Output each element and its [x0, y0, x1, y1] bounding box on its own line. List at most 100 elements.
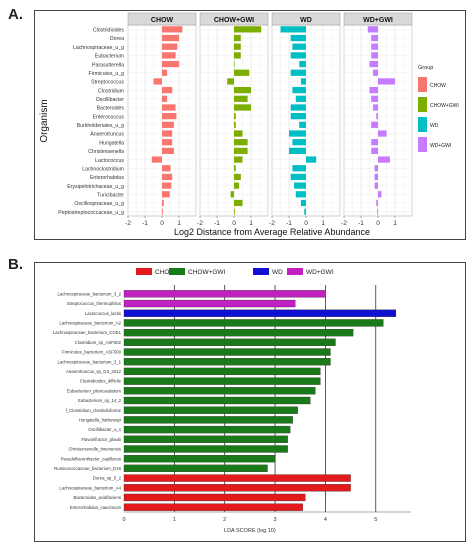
- bar: [371, 121, 378, 128]
- x-axis-label: Log2 Distance from Average Relative Abun…: [174, 227, 370, 237]
- y-tick-label: Peptostreptococcaceae_u_g: [58, 210, 124, 216]
- bar: [374, 182, 378, 189]
- y-tick-label: Anaerotruncus_sp_G3_2012: [66, 369, 122, 374]
- bar: [123, 445, 288, 453]
- bar: [378, 78, 395, 85]
- y-tick-label: Christensenella: [88, 149, 124, 155]
- facet-label: CHOW: [151, 17, 174, 24]
- legend-swatch: [418, 77, 427, 92]
- x-tick-label: 1: [249, 220, 253, 227]
- bar: [234, 147, 248, 155]
- bar: [292, 43, 306, 50]
- bar: [162, 121, 174, 128]
- bar: [123, 435, 288, 443]
- y-tick-label: Christensenella_timonensis: [68, 447, 121, 452]
- legend-swatch: [418, 137, 427, 152]
- bar: [162, 147, 174, 155]
- y-tick-label: Erysipelotrichaceae_u_g: [67, 184, 124, 190]
- bar: [123, 309, 397, 317]
- y-tick-label: Streptococcus_thermophilus: [67, 301, 121, 306]
- x-tick-label: 1: [321, 220, 325, 227]
- bar: [227, 78, 234, 85]
- bar: [234, 52, 241, 59]
- bar: [162, 208, 163, 215]
- bar: [304, 208, 306, 215]
- y-tick-label: Hungatella_hathewayi: [79, 417, 121, 422]
- bar: [376, 113, 378, 120]
- x-tick-label: -2: [197, 220, 203, 227]
- legend-label: CHOW+GWI: [430, 103, 459, 109]
- y-tick-label: Oscillibacter: [96, 97, 125, 103]
- x-tick-label: -1: [358, 220, 364, 227]
- bar: [372, 104, 378, 111]
- bar: [371, 139, 378, 146]
- bar: [162, 60, 179, 68]
- bar: [234, 199, 243, 207]
- y-tick-label: Lachnoclostridium: [82, 166, 124, 172]
- bar: [290, 34, 306, 42]
- y-tick-label: Streptococcus: [91, 80, 124, 86]
- x-tick-label: 1: [173, 517, 176, 523]
- bar: [123, 464, 268, 473]
- bar: [378, 191, 382, 198]
- bar: [234, 173, 241, 181]
- x-tick-label: 5: [374, 517, 377, 523]
- panel-a-frame: Clostridioides Dorea Lachnospiraceae_u_g Eu…: [34, 10, 466, 240]
- bar: [300, 199, 306, 207]
- bar: [162, 113, 177, 120]
- legend-label: CHOW+GWI: [188, 269, 226, 276]
- bar: [162, 182, 172, 189]
- bar: [376, 199, 378, 207]
- bar: [234, 60, 235, 68]
- panel-b-frame: CHOW CHOW+GWI WD WD+GWI Lachnospiraceae_bact…: [34, 262, 466, 542]
- legend-label: WD+GWI: [306, 269, 334, 276]
- legend-label: WD: [430, 123, 439, 129]
- y-tick-label: Flavonifractor_plautii: [81, 437, 121, 442]
- bar: [378, 156, 390, 163]
- bar: [162, 69, 168, 76]
- bar: [162, 86, 173, 94]
- bar: [123, 367, 321, 376]
- panel-b-label: B.: [8, 256, 23, 273]
- facet-label: WD+GWI: [363, 17, 393, 24]
- y-tick-label: Bacteroides_acidifaciens: [73, 495, 121, 500]
- bar: [299, 121, 306, 128]
- y-tick-label: Lachnospiraceae_bacterium_A2: [59, 321, 121, 326]
- y-tick-label: Enterococcus: [93, 114, 125, 120]
- legend-label: WD+GWI: [430, 143, 451, 149]
- bar: [292, 165, 306, 172]
- bar: [123, 484, 351, 492]
- bar: [292, 86, 306, 94]
- chart-b: CHOW CHOW+GWI WD WD+GWI Lachnospiraceae_bact…: [53, 268, 411, 534]
- y-tick-label: Lachnospiraceae_bacterium_A4: [59, 485, 121, 490]
- bar: [162, 43, 178, 50]
- bar: [372, 69, 378, 76]
- y-tick-label: Bacteroides: [97, 106, 125, 112]
- bar: [162, 191, 170, 198]
- x-tick-label: 3: [274, 517, 277, 523]
- facet-label: WD: [300, 17, 312, 24]
- bar: [234, 69, 250, 76]
- y-tick-label: Hungatella: [99, 140, 124, 146]
- bar: [123, 290, 326, 298]
- bar: [123, 387, 316, 395]
- x-tick-label: 1: [393, 220, 397, 227]
- bar: [369, 86, 378, 94]
- bar: [371, 95, 378, 102]
- y-tick-label: Clostridium: [98, 88, 124, 94]
- bar: [123, 425, 291, 434]
- bar: [299, 60, 306, 68]
- bar: [162, 34, 179, 42]
- panel-a-label: A.: [8, 6, 23, 23]
- bar: [374, 173, 378, 181]
- bar: [371, 147, 378, 155]
- bar: [162, 139, 173, 146]
- legend-swatch: [418, 117, 427, 132]
- bar: [374, 165, 378, 172]
- x-tick-label: -1: [214, 220, 220, 227]
- bar: [123, 338, 336, 346]
- chart-a: Clostridioides Dorea Lachnospiraceae_u_g Eu…: [39, 12, 459, 237]
- bar: [234, 95, 248, 102]
- y-tick-label: Parasutterella: [92, 62, 124, 68]
- bar: [162, 104, 176, 111]
